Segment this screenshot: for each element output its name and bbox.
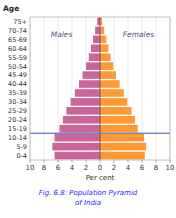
bar bbox=[100, 53, 111, 61]
tick-label: 50-54 bbox=[8, 63, 27, 71]
tick-mark bbox=[44, 160, 45, 163]
tick-mark bbox=[114, 160, 115, 163]
grid bbox=[30, 17, 170, 160]
bar bbox=[100, 44, 108, 52]
tick-label: 4 bbox=[126, 164, 131, 172]
bar bbox=[95, 27, 100, 35]
subtitle: of India bbox=[75, 199, 101, 207]
tick-label: 8 bbox=[42, 164, 46, 172]
tick-label: 6 bbox=[56, 164, 61, 172]
tick-label: 25-29 bbox=[8, 107, 27, 115]
frame bbox=[30, 17, 170, 160]
bar bbox=[100, 80, 120, 88]
tick-label: 10 bbox=[26, 164, 35, 172]
tick-label: 65-69 bbox=[8, 36, 27, 44]
bar bbox=[59, 125, 100, 133]
tick-label: 0-4 bbox=[16, 152, 27, 160]
y-axis-label: Age bbox=[3, 4, 19, 13]
tick-label: 30-34 bbox=[8, 98, 27, 106]
tick-mark bbox=[142, 160, 143, 163]
bar bbox=[63, 116, 100, 124]
x-axis-label: Per cent bbox=[86, 174, 115, 182]
bar bbox=[79, 80, 100, 88]
y-ticks: 0-45-910-1415-1920-2425-2930-3435-3940-4… bbox=[8, 18, 27, 160]
series-label: Males bbox=[51, 30, 73, 39]
tick-mark bbox=[86, 160, 87, 163]
tick-label: 2 bbox=[84, 164, 88, 172]
tick-mark bbox=[58, 160, 59, 163]
bar bbox=[66, 107, 100, 115]
bar bbox=[97, 18, 100, 26]
bar bbox=[100, 98, 127, 106]
tick-label: 5-9 bbox=[16, 143, 27, 151]
grid-line bbox=[100, 17, 101, 160]
bar bbox=[91, 44, 100, 52]
bar bbox=[100, 36, 106, 44]
tick-label: 10 bbox=[166, 164, 175, 172]
tick-label: 45-49 bbox=[8, 71, 27, 79]
bar bbox=[75, 89, 100, 97]
bar bbox=[100, 89, 124, 97]
bar bbox=[100, 71, 116, 79]
tick-label: 0 bbox=[98, 164, 102, 172]
bar bbox=[100, 125, 138, 133]
centre-line bbox=[100, 17, 101, 160]
bar bbox=[93, 36, 100, 44]
grid-line bbox=[44, 17, 45, 160]
bar bbox=[83, 71, 101, 79]
tick-label: 75+ bbox=[13, 18, 27, 26]
bar bbox=[100, 152, 145, 160]
bar bbox=[100, 116, 135, 124]
bar bbox=[100, 27, 104, 35]
bar bbox=[71, 98, 100, 106]
tick-mark bbox=[72, 160, 73, 163]
tick-label: 55-59 bbox=[8, 54, 27, 62]
chart: 24681002468100-45-910-1415-1920-2425-293… bbox=[0, 0, 176, 218]
tick-label: 4 bbox=[70, 164, 75, 172]
title: Fig. 6.8: Population Pyramid bbox=[39, 189, 138, 197]
bar bbox=[100, 62, 113, 70]
series-label: Females bbox=[123, 30, 155, 39]
tick-label: 8 bbox=[154, 164, 158, 172]
tick-mark bbox=[30, 160, 31, 163]
tick-label: 40-44 bbox=[8, 80, 27, 88]
tick-label: 35-39 bbox=[8, 89, 27, 97]
tick-label: 60-64 bbox=[8, 45, 27, 53]
bar bbox=[86, 62, 100, 70]
tick-mark bbox=[170, 160, 171, 163]
bars bbox=[52, 18, 146, 160]
tick-mark bbox=[156, 160, 157, 163]
tick-label: 10-14 bbox=[8, 134, 27, 142]
bar bbox=[100, 134, 144, 142]
bar bbox=[55, 134, 101, 142]
tick-label: 20-24 bbox=[8, 116, 27, 124]
tick-mark bbox=[128, 160, 129, 163]
bar bbox=[55, 152, 101, 160]
bar bbox=[100, 107, 132, 115]
bar bbox=[89, 53, 100, 61]
grid-line bbox=[156, 17, 157, 160]
tick-label: 70-74 bbox=[8, 27, 27, 35]
tick-label: 2 bbox=[112, 164, 116, 172]
tick-label: 6 bbox=[140, 164, 145, 172]
x-ticks: 2 4 6 8 10 0 2 4 6 8 10 bbox=[26, 160, 175, 172]
bar bbox=[52, 143, 100, 151]
tick-label: 15-19 bbox=[8, 125, 27, 133]
tick-mark bbox=[100, 160, 101, 163]
bar bbox=[100, 143, 146, 151]
